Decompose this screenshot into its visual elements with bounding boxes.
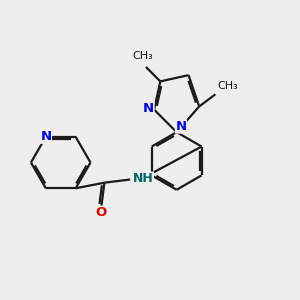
Text: CH₃: CH₃ (132, 51, 153, 62)
Text: NH: NH (133, 172, 153, 185)
Text: O: O (96, 206, 107, 219)
Text: N: N (143, 101, 154, 115)
Text: N: N (176, 120, 187, 133)
Text: CH₃: CH₃ (217, 81, 238, 91)
Text: N: N (40, 130, 51, 143)
